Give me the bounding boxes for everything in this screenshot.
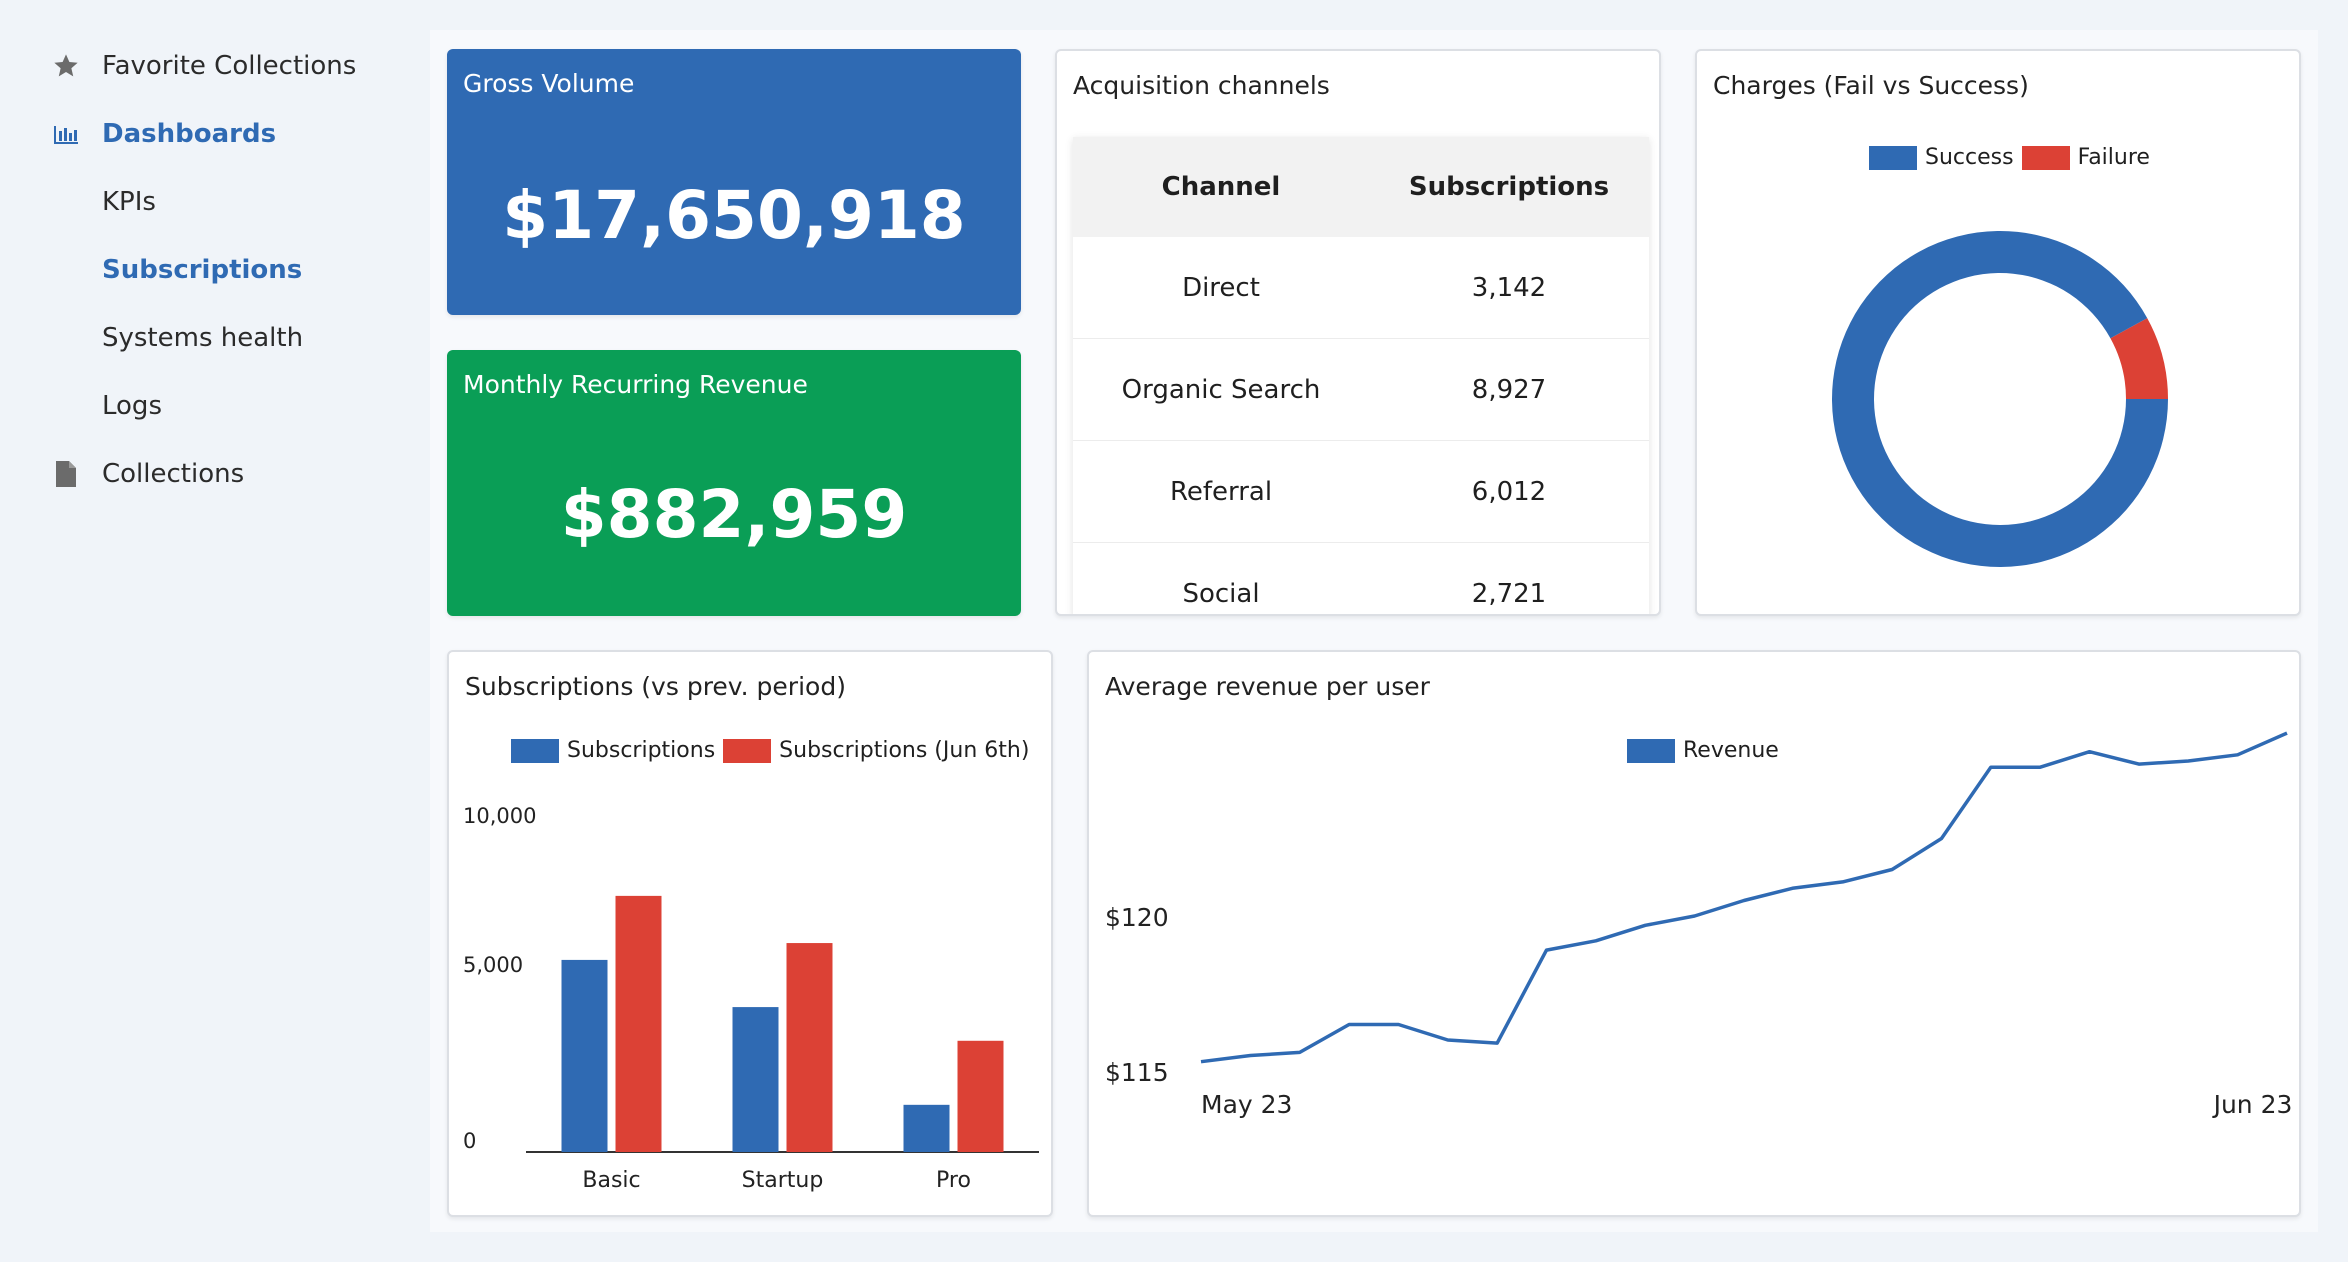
mrr-value: $882,959 [560, 476, 908, 553]
bar-pro-current [903, 1104, 950, 1152]
bar-pro-previous [957, 1040, 1004, 1152]
charges-donut-chart [1832, 231, 2168, 568]
acquisition-table: Channel Subscriptions Direct 3,142 Organ… [1073, 137, 1649, 614]
legend-item[interactable]: Subscriptions (Jun 6th) [723, 738, 1029, 763]
dashboard-area: Gross Volume $17,650,918 Monthly Recurri… [430, 30, 2318, 1232]
legend-swatch [511, 738, 559, 763]
revenue-line [1200, 731, 2288, 1064]
y-tick-label: 0 [463, 1129, 476, 1153]
bar-basic-previous [615, 895, 662, 1152]
sidebar-item-label: Systems health [102, 323, 304, 353]
x-tick-label: May 23 [1201, 1090, 1292, 1119]
subscriptions-cell: 8,927 [1471, 374, 1547, 405]
card-title: Monthly Recurring Revenue [463, 370, 808, 399]
x-tick-label: Startup [742, 1168, 824, 1193]
y-tick-label: 10,000 [463, 804, 536, 828]
y-tick-label: 5,000 [463, 953, 523, 977]
legend-swatch [1627, 738, 1675, 763]
bar-startup-current [732, 1007, 779, 1152]
legend-swatch [2021, 145, 2070, 170]
gross-volume-value: $17,650,918 [502, 177, 966, 254]
y-tick-label: $120 [1105, 903, 1169, 932]
table-row: Referral 6,012 [1073, 441, 1649, 543]
subscriptions-cell: 3,142 [1471, 272, 1547, 303]
legend-label: Subscriptions (Jun 6th) [779, 738, 1030, 763]
subscriptions-bar-chart: 10,000 5,000 0 Basic Startup Pro [463, 804, 1039, 1193]
sidebar-item-collections[interactable]: Collections [0, 442, 400, 506]
card-title: Subscriptions (vs prev. period) [465, 672, 846, 701]
sidebar-item-label: Subscriptions [102, 255, 303, 285]
channel-cell: Organic Search [1121, 374, 1321, 405]
sidebar-item-systems-health[interactable]: Systems health [0, 306, 400, 370]
legend-swatch [723, 738, 772, 763]
legend-item[interactable]: Revenue [1627, 738, 1779, 763]
arpu-chart-card: Average revenue per user Revenue $120 $11… [1087, 650, 2301, 1217]
chart-legend: Subscriptions Subscriptions (Jun 6th) [511, 738, 1037, 763]
sidebar-item-subscriptions[interactable]: Subscriptions [0, 238, 400, 302]
channel-cell: Social [1182, 578, 1260, 609]
document-icon [52, 460, 80, 488]
star-icon [52, 52, 80, 80]
legend-swatch [1869, 145, 1917, 170]
bar-basic-current [561, 959, 608, 1152]
table-row: Organic Search 8,927 [1073, 339, 1649, 441]
bar-chart-icon [52, 120, 80, 148]
sidebar-item-logs[interactable]: Logs [0, 374, 400, 438]
x-tick-label: Pro [936, 1168, 971, 1193]
chart-legend: Success Failure [1869, 145, 2158, 170]
table-row: Direct 3,142 [1073, 237, 1649, 339]
legend-item[interactable]: Success [1869, 145, 2014, 170]
legend-label: Subscriptions [567, 738, 716, 763]
table-header: Channel Subscriptions [1073, 137, 1649, 237]
column-header-channel[interactable]: Channel [1161, 172, 1281, 202]
arpu-line-chart: $120 $115 May 23 Jun 23 [1105, 731, 2293, 1119]
x-tick-label: Jun 23 [2212, 1090, 2293, 1119]
subscriptions-chart-card: Subscriptions (vs prev. period) Subscrip… [447, 650, 1053, 1217]
card-title: Acquisition channels [1073, 71, 1330, 100]
donut-slice-success [1832, 231, 2168, 568]
channel-cell: Direct [1182, 272, 1260, 303]
donut-slice-failure [2110, 318, 2168, 399]
bar-startup-previous [786, 943, 833, 1152]
subscriptions-cell: 6,012 [1471, 476, 1547, 507]
column-header-subscriptions[interactable]: Subscriptions [1408, 172, 1610, 202]
legend-item[interactable]: Failure [2021, 145, 2150, 170]
sidebar-item-dashboards[interactable]: Dashboards [0, 102, 400, 166]
sidebar-item-kpis[interactable]: KPIs [0, 170, 400, 234]
subscriptions-cell: 2,721 [1471, 578, 1547, 609]
sidebar-item-label: Logs [102, 391, 162, 421]
legend-item[interactable]: Subscriptions [511, 738, 715, 763]
legend-label: Success [1925, 145, 2014, 170]
table-row: Social 2,721 [1073, 543, 1649, 614]
gross-volume-card[interactable]: Gross Volume $17,650,918 [447, 49, 1021, 315]
card-title: Charges (Fail vs Success) [1713, 71, 2029, 100]
x-tick-label: Basic [582, 1168, 640, 1193]
legend-label: Revenue [1683, 738, 1779, 763]
y-tick-label: $115 [1105, 1058, 1169, 1087]
sidebar-item-label: Collections [102, 459, 245, 489]
channel-cell: Referral [1169, 476, 1273, 507]
sidebar: Favorite Collections Dashboards KPIs Sub… [0, 0, 420, 1262]
card-title: Average revenue per user [1105, 672, 1430, 701]
chart-legend: Revenue [1627, 738, 1787, 763]
mrr-card[interactable]: Monthly Recurring Revenue $882,959 [447, 350, 1021, 616]
sidebar-item-label: KPIs [102, 187, 156, 217]
card-title: Gross Volume [463, 69, 635, 98]
sidebar-item-label: Favorite Collections [102, 51, 357, 81]
charges-card: Charges (Fail vs Success) Success Failur… [1695, 49, 2301, 616]
sidebar-item-label: Dashboards [102, 119, 277, 149]
sidebar-item-favorite-collections[interactable]: Favorite Collections [0, 34, 400, 98]
acquisition-channels-card: Acquisition channels Channel Subscriptio… [1055, 49, 1661, 616]
legend-label: Failure [2077, 145, 2150, 170]
